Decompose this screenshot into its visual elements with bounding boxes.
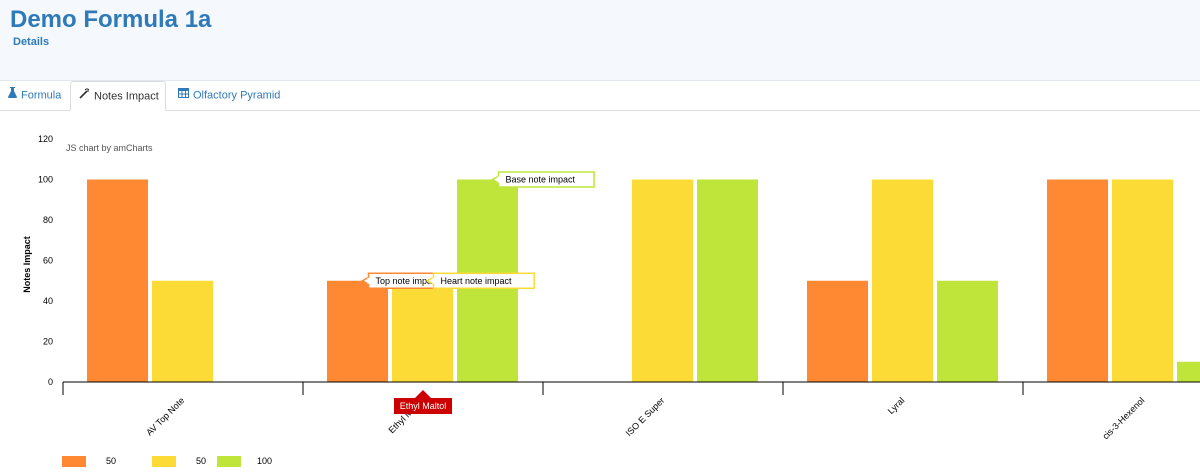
legend-swatch — [217, 456, 241, 467]
y-tick-label: 20 — [43, 337, 53, 347]
table-icon — [178, 81, 189, 110]
bar-heart-note — [1112, 179, 1173, 382]
balloon-joint — [432, 277, 436, 284]
bar-heart-note — [392, 280, 453, 382]
tab-formula[interactable]: Formula — [0, 81, 70, 110]
flask-icon — [8, 81, 17, 110]
value-balloon: Base note impact — [490, 171, 595, 188]
x-tick-label: ISO E Super — [624, 395, 667, 438]
y-axis-title: Notes Impact — [22, 236, 32, 293]
legend-value: 50 — [106, 456, 117, 466]
cursor-pointer — [415, 390, 431, 398]
tab-bar: Formula Notes Impact Olfactory Pyramid — [0, 81, 1200, 111]
bar-base-note — [937, 280, 998, 382]
balloon-label: Base note impact — [506, 175, 576, 185]
legend-swatch — [62, 456, 86, 467]
category-cursor-balloon: Ethyl Maltol — [394, 390, 452, 414]
legend-value: 50 — [196, 456, 207, 466]
bar-top-note — [87, 179, 148, 382]
cursor-box — [394, 398, 452, 414]
tab-notes-impact-label: Notes Impact — [94, 90, 159, 103]
legend-value: 100 — [257, 456, 273, 466]
bar-top-note — [327, 280, 388, 382]
bar-top-note — [807, 280, 868, 382]
legend-swatch — [152, 456, 176, 467]
x-tick-label: cis-3-Hexenol — [1100, 395, 1146, 441]
bars-layer — [87, 179, 1200, 382]
tab-olfactory-pyramid-label: Olfactory Pyramid — [193, 89, 281, 102]
bar-heart-note — [872, 179, 933, 382]
y-tick-label: 100 — [38, 175, 53, 185]
page-title: Demo Formula 1a — [10, 6, 212, 33]
magic-wand-icon — [79, 82, 90, 111]
cursor-label: Ethyl Maltol — [400, 401, 447, 411]
value-balloon: Heart note impact — [425, 272, 535, 289]
y-tick-label: 80 — [43, 215, 53, 225]
y-tick-label: 60 — [43, 256, 53, 266]
balloon-label: Top note impact — [376, 276, 440, 286]
y-tick-label: 40 — [43, 296, 53, 306]
bar-heart-note — [632, 179, 693, 382]
breadcrumb-details[interactable]: Details — [13, 36, 50, 48]
balloon-label: Heart note impact — [441, 276, 513, 286]
tab-formula-label: Formula — [21, 89, 62, 102]
bar-base-note — [697, 179, 758, 382]
balloon-joint — [497, 176, 501, 183]
tab-olfactory-pyramid[interactable]: Olfactory Pyramid — [170, 81, 286, 110]
balloon-joint — [367, 277, 371, 284]
chart-credit-link[interactable]: JS chart by amCharts — [66, 143, 153, 153]
bar-base-note — [1177, 361, 1200, 382]
y-tick-label: 120 — [38, 134, 53, 144]
x-tick-label: AV Top Note — [144, 395, 186, 437]
y-tick-label: 0 — [48, 377, 53, 387]
bar-top-note — [1047, 179, 1108, 382]
bar-heart-note — [152, 280, 213, 382]
balloon-layer: Top note impact Heart note impact Base not… — [360, 171, 595, 289]
tab-notes-impact[interactable]: Notes Impact — [70, 81, 166, 111]
page-header: Demo Formula 1a Details — [0, 0, 1200, 81]
notes-impact-chart: 0 20 40 60 80 100 120 Notes Impact AV Top Note Et… — [0, 112, 1200, 471]
x-tick-label: Lyral — [886, 395, 907, 416]
chart-canvas: 0 20 40 60 80 100 120 Notes Impact AV Top Note Et… — [22, 134, 1200, 441]
